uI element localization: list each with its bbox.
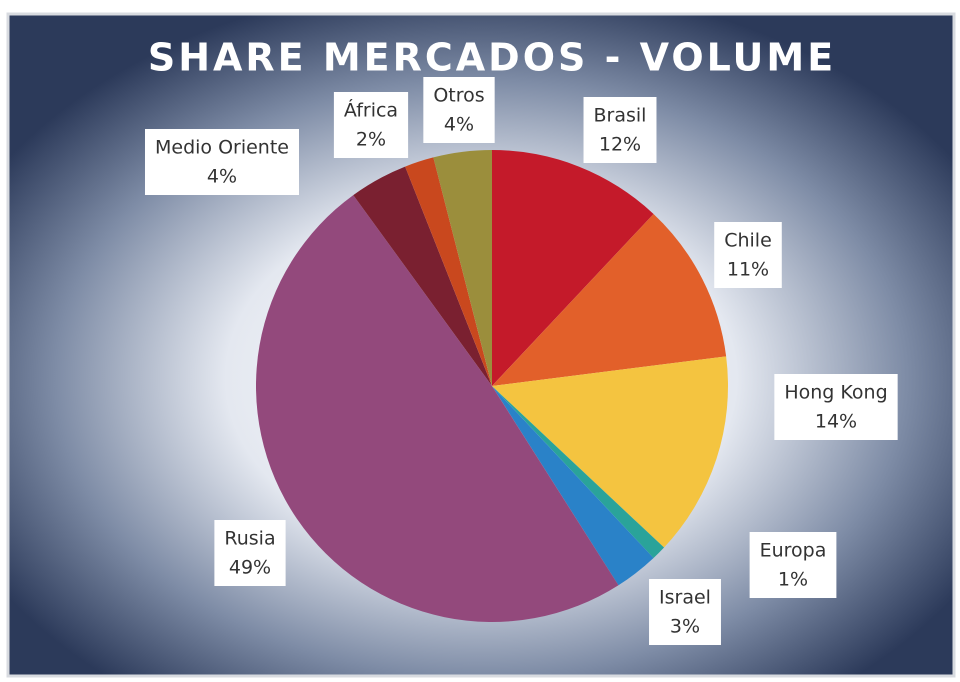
label-name: Europa <box>760 540 827 562</box>
pie-slice <box>433 150 492 386</box>
label-name: Rusia <box>224 528 275 550</box>
label-box <box>333 92 409 158</box>
label-name: Chile <box>724 230 772 252</box>
label-box <box>423 77 495 143</box>
data-label: África 2% <box>333 92 409 158</box>
label-name: Medio Oriente <box>155 137 289 159</box>
data-label: Rusia 49% <box>214 520 286 586</box>
pie-slice <box>255 195 619 623</box>
pie-slice <box>492 213 727 386</box>
data-label: Europa 1% <box>749 532 837 598</box>
label-value: 49% <box>229 557 271 579</box>
label-value: 2% <box>356 129 386 151</box>
data-label: Chile 11% <box>714 222 782 288</box>
data-label: Otros 4% <box>423 77 495 143</box>
pie-slice <box>492 356 729 548</box>
data-label: Israel 3% <box>649 579 721 645</box>
label-value: 14% <box>815 411 857 433</box>
label-box <box>583 97 657 163</box>
label-name: África <box>344 99 398 122</box>
label-box <box>649 579 721 645</box>
data-label: Hong Kong 14% <box>774 374 898 440</box>
label-value: 4% <box>207 166 237 188</box>
label-box <box>774 374 898 440</box>
label-box <box>144 129 300 195</box>
label-name: Otros <box>433 85 484 107</box>
label-box <box>749 532 837 598</box>
data-label: Brasil 12% <box>583 97 657 163</box>
pie-slice <box>492 386 665 559</box>
chart-title: SHARE MERCADOS - VOLUME <box>148 36 836 80</box>
label-name: Hong Kong <box>784 382 887 404</box>
label-name: Brasil <box>594 105 647 127</box>
label-name: Israel <box>659 587 711 609</box>
pie-slice <box>353 166 492 386</box>
label-box <box>714 222 782 288</box>
label-value: 1% <box>778 569 808 591</box>
data-label: Medio Oriente 4% <box>144 129 300 195</box>
label-value: 11% <box>727 259 769 281</box>
pie-slice <box>492 150 654 386</box>
label-box <box>214 520 286 586</box>
pie-slice <box>405 157 492 386</box>
label-value: 12% <box>599 134 641 156</box>
pie-slice <box>492 386 654 586</box>
label-value: 3% <box>670 616 700 638</box>
label-value: 4% <box>444 114 474 136</box>
